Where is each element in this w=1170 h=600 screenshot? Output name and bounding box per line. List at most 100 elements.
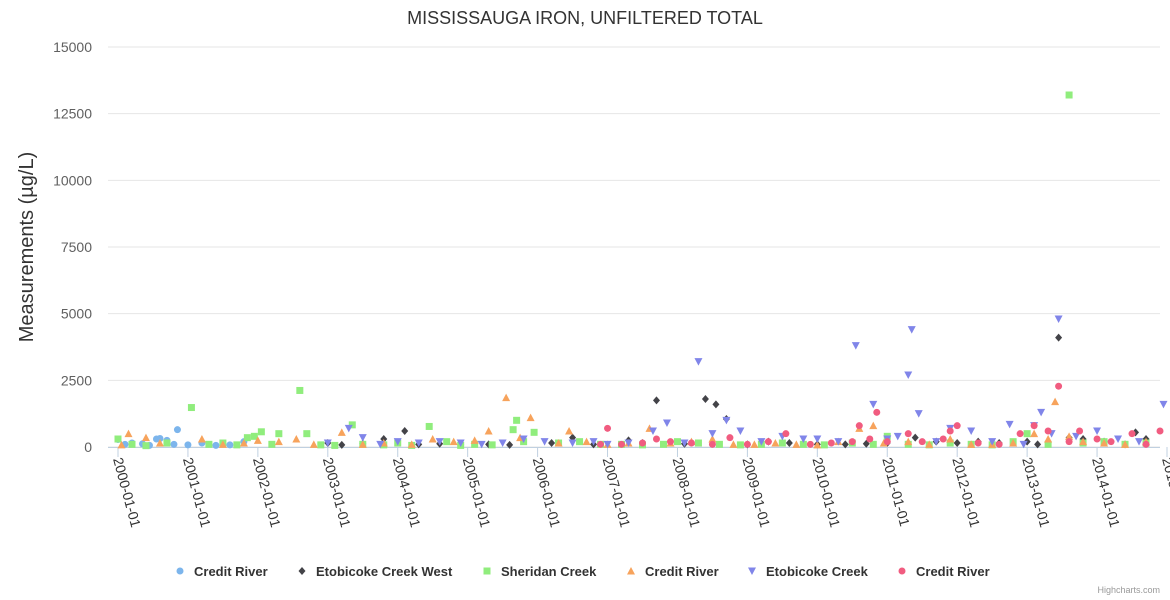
- data-point: [114, 435, 122, 443]
- data-point: [589, 438, 598, 446]
- data-point: [509, 426, 517, 434]
- data-point: [506, 440, 514, 449]
- data-point: [141, 433, 150, 442]
- data-point: [376, 440, 385, 449]
- data-point: [932, 438, 941, 446]
- data-point: [946, 427, 954, 435]
- data-point: [1107, 438, 1115, 446]
- data-point: [813, 440, 822, 449]
- data-point: [274, 437, 283, 446]
- data-point: [576, 438, 584, 446]
- data-point: [1030, 422, 1038, 430]
- x-tick-label: 2004-01-01: [390, 456, 424, 530]
- data-point: [488, 441, 496, 449]
- data-point: [1055, 382, 1063, 390]
- data-point: [618, 440, 626, 448]
- legend-item[interactable]: Etobicoke Creek West: [298, 564, 453, 579]
- y-axis-label: Measurements (µg/L): [16, 152, 38, 342]
- data-point: [687, 439, 695, 447]
- x-tick-label: 2003-01-01: [320, 456, 354, 530]
- data-point: [435, 438, 444, 446]
- data-point: [967, 440, 976, 448]
- data-point: [946, 435, 955, 443]
- legend-symbol: [627, 567, 635, 575]
- data-point: [806, 440, 814, 448]
- data-point: [1093, 427, 1102, 435]
- data-point: [407, 440, 416, 448]
- data-point: [764, 438, 772, 446]
- data-point: [680, 439, 689, 447]
- data-point: [484, 427, 493, 435]
- data-point: [841, 440, 849, 449]
- data-point: [187, 404, 195, 412]
- y-axis-ticks: 0 2500 5000 7500 10000 12500 15000: [53, 39, 92, 455]
- data-point: [1065, 91, 1073, 99]
- legend-label: Credit River: [916, 564, 990, 579]
- data-point: [736, 427, 745, 435]
- data-point: [771, 439, 780, 447]
- data-point: [624, 439, 633, 447]
- y-tick-label: 5000: [61, 306, 92, 322]
- legend-label: Credit River: [645, 564, 719, 579]
- data-point: [1079, 437, 1088, 446]
- data-point: [1005, 420, 1014, 429]
- x-tick-label: 2012-01-01: [949, 456, 983, 530]
- legend-item[interactable]: Etobicoke Creek: [748, 564, 869, 579]
- legend-item[interactable]: Credit River: [627, 564, 719, 579]
- data-point: [548, 439, 556, 447]
- data-point: [358, 434, 367, 442]
- data-point: [907, 326, 916, 334]
- data-point: [337, 428, 346, 436]
- data-point: [268, 440, 276, 448]
- data-point: [827, 439, 835, 447]
- data-point: [792, 440, 801, 448]
- data-point: [946, 439, 954, 447]
- data-point: [296, 386, 304, 394]
- legend-label: Etobicoke Creek: [766, 564, 869, 579]
- data-point: [1159, 400, 1168, 409]
- data-point: [597, 440, 605, 448]
- data-point: [124, 429, 133, 438]
- data-point: [652, 396, 660, 405]
- y-tick-label: 10000: [53, 172, 92, 188]
- data-point: [659, 440, 667, 448]
- data-point: [869, 421, 878, 430]
- data-point: [205, 440, 213, 448]
- data-point: [904, 430, 912, 438]
- data-point: [226, 441, 234, 449]
- x-tick-label: 2015-01-01: [1159, 456, 1170, 530]
- legend-item[interactable]: Credit River: [176, 564, 268, 579]
- data-point: [239, 439, 248, 447]
- data-point: [471, 440, 479, 448]
- credits-link[interactable]: Highcharts.com: [1097, 585, 1160, 595]
- data-point: [443, 438, 451, 446]
- legend-label: Etobicoke Creek West: [316, 564, 453, 579]
- data-point: [1037, 408, 1046, 417]
- data-point: [1135, 438, 1144, 446]
- data-point: [1142, 440, 1150, 448]
- data-point: [904, 371, 913, 379]
- data-point: [1065, 432, 1074, 440]
- data-point: [1023, 430, 1031, 438]
- data-point: [893, 432, 902, 441]
- data-point: [1019, 440, 1028, 449]
- data-point: [117, 440, 126, 449]
- legend-label: Sheridan Creek: [501, 564, 597, 579]
- series-5: [597, 382, 1164, 448]
- data-point: [323, 439, 332, 447]
- data-point: [953, 422, 961, 430]
- legend-item[interactable]: Credit River: [898, 564, 990, 579]
- data-point: [344, 424, 353, 433]
- data-point: [911, 433, 919, 442]
- data-point: [317, 441, 325, 449]
- data-point: [939, 435, 947, 443]
- data-point: [498, 439, 507, 447]
- data-point: [750, 440, 759, 448]
- data-point: [358, 440, 367, 448]
- data-point: [470, 436, 479, 444]
- data-point: [414, 439, 423, 447]
- data-point: [883, 438, 891, 446]
- data-point: [155, 439, 164, 447]
- legend-item[interactable]: Sheridan Creek: [483, 564, 598, 579]
- data-point: [401, 427, 409, 435]
